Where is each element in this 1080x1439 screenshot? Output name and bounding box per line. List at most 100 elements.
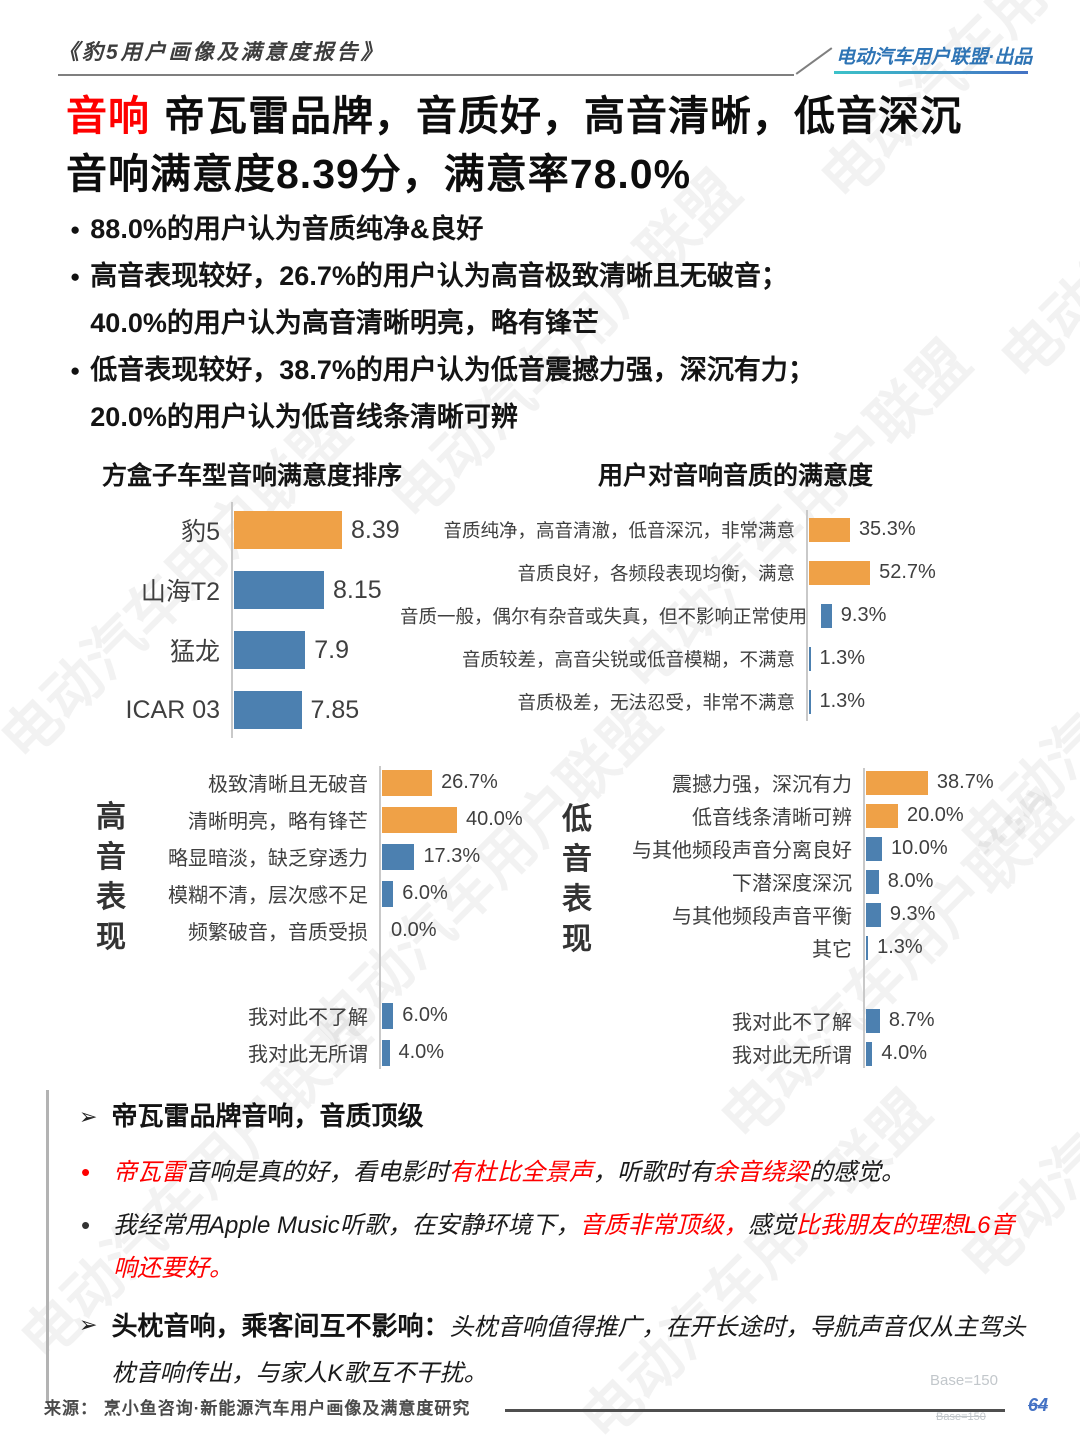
chart-row: 我对此无所谓 4.0%: [610, 1037, 1076, 1070]
chart-row: 模糊不清，层次感不足 6.0%: [146, 875, 586, 912]
group-label-char: 表: [96, 881, 126, 914]
chart-row: 豹5 8.39: [60, 500, 520, 560]
bar-value: 10.0%: [891, 837, 948, 859]
bar: [821, 603, 832, 628]
bar: [382, 880, 394, 907]
bar-label: 我对此无所谓: [732, 1045, 852, 1067]
chart-row: 极致清晰且无破音 26.7%: [146, 764, 586, 801]
insight-heading-body: 头枕音响，乘客间互不影响：头枕音响值得推广，在开长途时，导航声音仅从主驾头枕音响…: [111, 1304, 1029, 1396]
chart-row: 与其他频段声音平衡 9.3%: [610, 898, 1076, 931]
bar-label: 低音线条清晰可辨: [692, 807, 852, 829]
quote-segment: 我经常用Apple Music听歌，在安静环境下，: [113, 1212, 580, 1239]
quote-segment-highlight: 音质非常顶级，: [579, 1212, 748, 1239]
bar-value: 17.3%: [423, 845, 481, 867]
bar-value: 7.9: [314, 635, 350, 664]
bar: [382, 843, 415, 870]
bar-value: 8.39: [351, 515, 400, 544]
bar-value: 26.7%: [441, 771, 498, 793]
finding-text: 低音表现较好，38.7%的用户认为低音震撼力强，深沉有力； 20.0%的用户认为…: [90, 355, 815, 432]
chart-row: 音质纯净，高音清澈，低音深沉，非常满意 35.3%: [400, 508, 1076, 551]
bar: [382, 769, 433, 796]
bar-label: 极致清晰且无破音: [208, 774, 368, 796]
bar-value: 38.7%: [936, 771, 994, 793]
bullet-dot-icon: •: [81, 1157, 91, 1187]
bar-label: 音质极差，无法忍受，非常不满意: [517, 691, 795, 713]
bar-value: 6.0%: [402, 882, 448, 904]
bar-label: 与其他频段声音分离良好: [632, 840, 852, 862]
group-label-char: 音: [562, 843, 592, 876]
bar: [809, 646, 811, 671]
bar-label: 豹5: [181, 518, 220, 546]
bar-label: 震撼力强，深沉有力: [672, 774, 852, 796]
chart-row: 其它 1.3%: [610, 931, 1076, 964]
arrow-bullet-icon: ➢: [79, 1312, 98, 1337]
quote-segment: 感觉: [747, 1212, 796, 1239]
bar: [382, 806, 457, 833]
bar-label: 山海T2: [140, 578, 220, 606]
bar-label: 音质纯净，高音清澈，低音深沉，非常满意: [443, 519, 795, 541]
chart-axis-line: [806, 510, 808, 721]
bar-value: 0.0%: [391, 919, 437, 941]
header-divider-diagonal: [795, 47, 833, 75]
insights-section: ➢ 帝瓦雷品牌音响，音质顶级 • 帝瓦雷音响是真的好，看电影时有杜比全景声，听歌…: [46, 1090, 1050, 1402]
chart-row: 下潜深度深沉 8.0%: [610, 865, 1076, 898]
brand-label: 电动汽车用户联盟·出品: [836, 47, 1033, 68]
bar-label: 音质较差，高音尖锐或低音模糊，不满意: [461, 648, 795, 670]
user-quote: • 帝瓦雷音响是真的好，看电影时有杜比全景声，听歌时有余音绕梁的感觉。: [77, 1151, 1050, 1194]
bar-label: 我对此不了解: [248, 1007, 368, 1029]
chart-title-quality: 用户对音响音质的满意度: [598, 462, 874, 490]
bar: [866, 1008, 880, 1033]
bar: [234, 511, 342, 549]
bass-group-label: 低音表现: [560, 800, 594, 960]
bullet-dot-icon: ●: [70, 220, 81, 239]
bar-label: 其它: [812, 939, 852, 961]
group-label-char: 表: [562, 883, 592, 916]
quote-segment: 音响是真的好，看电影时: [185, 1159, 449, 1186]
chart-row: 音质极差，无法忍受，非常不满意 1.3%: [400, 680, 1076, 723]
bar-value: 8.7%: [888, 1009, 935, 1031]
bar-label: 模糊不清，层次感不足: [168, 885, 368, 907]
chart-row: 频繁破音，音质受损 0.0%: [146, 912, 586, 949]
bar-value: 1.3%: [877, 936, 923, 958]
quote-segment: ，听歌时有: [593, 1159, 713, 1186]
quote-segment-highlight: 帝瓦雷: [113, 1159, 185, 1186]
bar: [866, 803, 898, 828]
quote-segment: 的感觉。: [809, 1159, 905, 1186]
chart-row: 略显暗淡，缺乏穿透力 17.3%: [146, 838, 586, 875]
bar-label: 我对此无所谓: [248, 1044, 368, 1066]
insight-heading-text: 头枕音响，乘客间互不影响：: [111, 1311, 450, 1341]
bar: [866, 770, 928, 795]
group-label-char: 高: [96, 801, 126, 834]
chart-row: 震撼力强，深沉有力 38.7%: [610, 766, 1076, 799]
chart-row: 音质良好，各频段表现均衡，满意 52.7%: [400, 551, 1076, 594]
chart-row: 山海T2 8.15: [60, 560, 520, 620]
chart-row: 我对此不了解 8.7%: [610, 1004, 1076, 1037]
chart-row: 与其他频段声音分离良好 10.0%: [610, 832, 1076, 865]
bar-value: 52.7%: [879, 561, 936, 583]
bar-label: 音质良好，各频段表现均衡，满意: [517, 562, 795, 584]
bar-value: 8.0%: [887, 870, 934, 892]
finding-text: 88.0%的用户认为音质纯净&良好: [90, 214, 484, 244]
source-note: 来源： 烹小鱼咨询·新能源汽车用户画像及满意度研究: [44, 1399, 471, 1418]
treble-performance-bar-chart: 极致清晰且无破音 26.7% 清晰明亮，略有锋芒 40.0% 略显暗淡，缺乏穿透力 17.…: [146, 764, 586, 1071]
bar-value: 7.85: [310, 695, 360, 724]
group-label-char: 现: [96, 921, 126, 954]
bar: [234, 571, 324, 609]
bar-value: 35.3%: [858, 518, 916, 540]
key-findings-list: ● 88.0%的用户认为音质纯净&良好 ● 高音表现较好，26.7%的用户认为高…: [70, 206, 1040, 441]
group-label-char: 低: [562, 803, 592, 836]
bar: [866, 836, 882, 861]
page-title-line2: 音响满意度8.39分，满意率78.0%: [66, 151, 692, 197]
quote-text: 帝瓦雷音响是真的好，看电影时有杜比全景声，听歌时有余音绕梁的感觉。: [113, 1151, 1028, 1194]
chart-title-ranking: 方盒子车型音响满意度排序: [102, 462, 403, 490]
insight-heading: ➢ 帝瓦雷品牌音响，音质顶级: [77, 1096, 1050, 1137]
group-label-char: 音: [96, 841, 126, 874]
bar-value: 4.0%: [881, 1042, 927, 1064]
chart-row: 猛龙 7.9: [60, 620, 520, 680]
bass-performance-bar-chart: 震撼力强，深沉有力 38.7% 低音线条清晰可辨 20.0% 与其他频段声音分离良好 10…: [610, 766, 1076, 1070]
brand-underline: [834, 71, 1028, 74]
bar-label: 略显暗淡，缺乏穿透力: [168, 848, 368, 870]
finding-text: 高音表现较好，26.7%的用户认为高音极致清晰且无破音； 40.0%的用户认为高…: [90, 261, 788, 338]
list-item: ● 88.0%的用户认为音质纯净&良好: [70, 206, 1040, 253]
insight-heading: ➢ 头枕音响，乘客间互不影响：头枕音响值得推广，在开长途时，导航声音仅从主驾头枕…: [77, 1304, 1050, 1396]
